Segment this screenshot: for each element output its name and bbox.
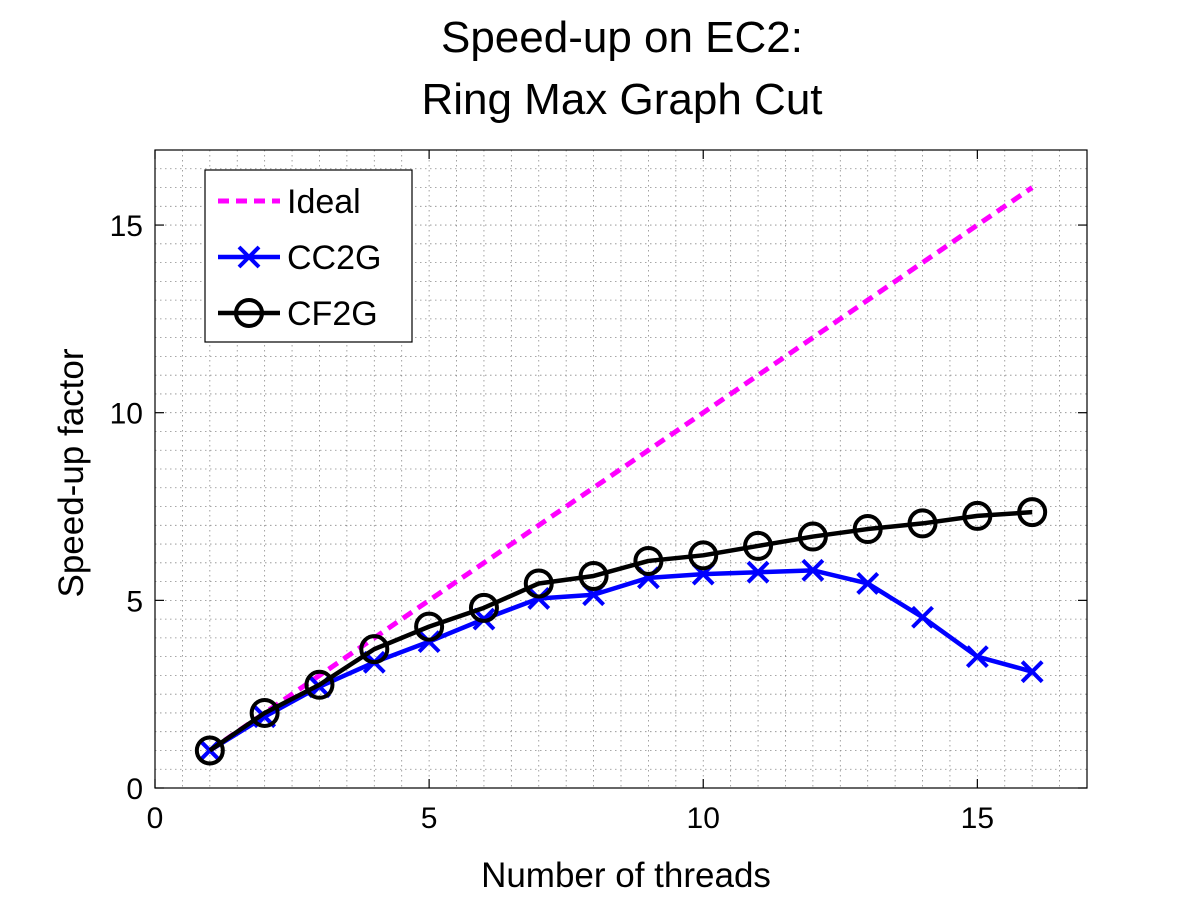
series-cc2g-point: [417, 630, 441, 654]
series-cf2g-point: [523, 568, 554, 599]
legend-cc2g-marker-stroke-b: [237, 245, 261, 269]
y-tick-label: 5: [126, 585, 143, 618]
axes-box: [154, 149, 1088, 789]
series-cf2g-point: [578, 560, 609, 591]
series-cf2g-point: [633, 545, 664, 576]
series-cc2g-point-stroke-b: [965, 645, 989, 669]
series-cc2g-point: [801, 558, 825, 582]
x-tick-label: 5: [421, 802, 438, 835]
series-cf2g-point: [907, 508, 938, 539]
legend-cf2g-marker: [234, 298, 264, 328]
series-cf2g-point: [743, 530, 774, 561]
title-line-2: Ring Max Graph Cut: [421, 75, 822, 124]
series-cc2g-point: [856, 572, 880, 595]
y-axis-label: Speed-up factor: [52, 348, 91, 597]
chart-title: Speed-up on EC2: Ring Max Graph Cut: [421, 13, 822, 124]
x-tick-label: 0: [147, 802, 164, 835]
series-cc2g-point: [965, 645, 989, 669]
series-layer: [194, 185, 1048, 766]
y-tick-label: 10: [110, 398, 143, 431]
series-cc2g-point: [1020, 660, 1044, 684]
series-cf2g-point: [962, 500, 993, 531]
series-cf2g-point: [304, 669, 335, 700]
series-cc2g-point: [527, 587, 551, 610]
y-tick-label: 0: [126, 773, 143, 806]
x-tick-label: 10: [687, 802, 720, 835]
series-cf2g-point: [249, 697, 280, 728]
legend: Ideal CC2G CF2G: [204, 169, 413, 343]
series-cc2g-line: [208, 568, 1033, 753]
series-cf2g-point: [359, 634, 390, 665]
series-cf2g-point: [414, 611, 445, 642]
series-cc2g-point-stroke-b: [1020, 660, 1044, 684]
axis-ticks: 0 5 10 15 0 5 10 15: [110, 150, 1087, 835]
series-cc2g-point-stroke-b: [746, 560, 770, 584]
series-cf2g-line: [208, 509, 1033, 753]
series-cc2g-point: [746, 560, 770, 584]
legend-ideal-label: Ideal: [287, 183, 361, 221]
legend-cc2g-label: CC2G: [287, 239, 381, 277]
series-cc2g-point-stroke-b: [417, 630, 441, 654]
series-cc2g-point: [911, 605, 934, 629]
series-cf2g-point: [1017, 497, 1048, 528]
series-cf2g-point: [797, 521, 828, 552]
legend-cc2g-marker: [237, 245, 261, 269]
x-tick-label: 15: [961, 802, 994, 835]
series-cc2g-point-stroke-b: [856, 572, 880, 595]
series-ideal-line: [208, 185, 1034, 753]
y-tick-label: 15: [110, 210, 143, 243]
legend-cf2g-label: CF2G: [287, 295, 378, 333]
series-cc2g-point-stroke-b: [527, 587, 551, 610]
title-line-1: Speed-up on EC2:: [441, 13, 803, 62]
x-axis-label: Number of threads: [481, 856, 771, 895]
series-cf2g-point: [852, 514, 883, 545]
series-cc2g-point-stroke-b: [911, 605, 934, 629]
series-cf2g-point: [688, 540, 719, 571]
series-cf2g-point: [194, 735, 225, 766]
series-cf2g-point: [468, 592, 499, 623]
series-cc2g-point-stroke-b: [801, 558, 825, 582]
